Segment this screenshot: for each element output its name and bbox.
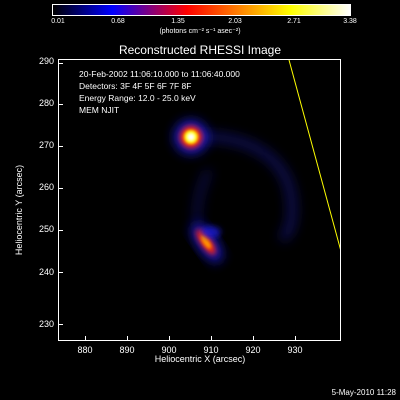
algorithm-info: MEM NJIT — [79, 105, 120, 115]
y-tick-label: 240 — [38, 267, 54, 277]
y-tick-mark — [58, 63, 63, 64]
emission-haze — [188, 132, 297, 243]
energy-range-info: Energy Range: 12.0 - 25.0 keV — [79, 93, 196, 103]
x-axis-label: Heliocentric X (arcsec) — [154, 354, 246, 364]
colorbar-tick-label: 3.38 — [343, 18, 357, 25]
y-tick-label: 260 — [38, 182, 54, 192]
colorbar-gradient — [53, 5, 350, 15]
y-tick-mark — [58, 188, 63, 189]
detectors-info: Detectors: 3F 4F 5F 6F 7F 8F — [79, 81, 192, 91]
y-tick-mark — [58, 230, 63, 231]
y-tick-label: 280 — [38, 98, 54, 108]
colorbar-tick-label: 0.01 — [51, 18, 65, 25]
y-tick-mark — [58, 324, 63, 325]
solar-limb-line — [288, 60, 340, 250]
colorbar-unit-label: (photons cm⁻² s⁻¹ asec⁻²) — [159, 28, 241, 35]
x-tick-mark — [127, 336, 128, 341]
top-footpoint-source — [175, 121, 207, 153]
x-tick-label: 930 — [287, 345, 303, 355]
x-tick-mark — [253, 336, 254, 341]
x-tick-label: 880 — [77, 345, 93, 355]
x-tick-label: 900 — [161, 345, 177, 355]
y-tick-mark — [58, 104, 63, 105]
image-title: Reconstructed RHESSI Image — [118, 43, 282, 57]
colorbar-tick-label: 1.35 — [171, 18, 185, 25]
y-tick-label: 270 — [38, 140, 54, 150]
colorbar-tick-label: 0.68 — [111, 18, 125, 25]
x-tick-label: 910 — [203, 345, 219, 355]
y-tick-mark — [58, 272, 63, 273]
x-tick-mark — [169, 336, 170, 341]
colorbar-tick-label: 2.71 — [287, 18, 301, 25]
image-plot-area: 20-Feb-2002 11:06:10.000 to 11:06:40.000… — [58, 59, 341, 341]
x-tick-mark — [295, 336, 296, 341]
y-tick-label: 290 — [38, 56, 54, 66]
colorbar — [52, 4, 351, 16]
colorbar-tick-label: 2.03 — [228, 18, 242, 25]
x-tick-label: 920 — [245, 345, 261, 355]
y-axis-label: Heliocentric Y (arcsec) — [14, 164, 24, 256]
render-timestamp: 5-May-2010 11:28 — [331, 388, 396, 397]
y-tick-mark — [58, 146, 63, 147]
xray-source-image — [175, 60, 340, 262]
x-tick-label: 890 — [119, 345, 135, 355]
y-tick-label: 230 — [38, 319, 54, 329]
y-tick-label: 250 — [38, 224, 54, 234]
x-tick-mark — [85, 336, 86, 341]
observation-time: 20-Feb-2002 11:06:10.000 to 11:06:40.000 — [79, 69, 240, 79]
x-tick-mark — [211, 336, 212, 341]
bottom-footpoint-source — [192, 224, 222, 262]
